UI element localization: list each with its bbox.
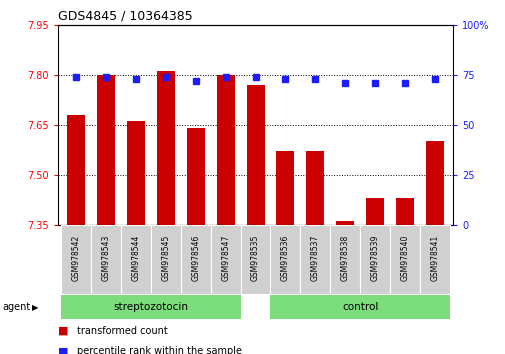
Bar [276,152,294,225]
Bar [419,225,449,294]
Bar [306,152,324,225]
Text: GSM978540: GSM978540 [400,235,409,281]
Bar [61,225,91,294]
Bar [210,225,240,294]
Bar [246,85,264,225]
Text: GSM978541: GSM978541 [430,235,438,281]
Bar [180,225,210,294]
Bar [127,121,144,225]
Bar [186,128,205,225]
Bar [216,75,234,225]
Text: GSM978535: GSM978535 [250,235,260,281]
Text: GSM978543: GSM978543 [102,235,110,281]
Text: GSM978545: GSM978545 [161,235,170,281]
Text: GSM978538: GSM978538 [340,235,349,281]
Text: GSM978547: GSM978547 [221,235,230,281]
Text: GSM978546: GSM978546 [191,235,200,281]
Text: GSM978542: GSM978542 [72,235,80,281]
Bar [157,72,174,225]
Bar [61,295,240,319]
Text: control: control [341,302,378,312]
Text: percentile rank within the sample: percentile rank within the sample [77,346,242,354]
Text: GSM978536: GSM978536 [280,235,289,281]
Bar [360,225,389,294]
Text: streptozotocin: streptozotocin [113,302,188,312]
Bar [330,225,360,294]
Bar [366,198,383,225]
Bar [336,222,354,225]
Bar [300,225,330,294]
Text: GSM978539: GSM978539 [370,235,379,281]
Bar [67,115,85,225]
Text: GSM978537: GSM978537 [310,235,319,281]
Bar [270,295,449,319]
Bar [121,225,150,294]
Bar [425,142,443,225]
Bar [240,225,270,294]
Bar [389,225,419,294]
Bar [97,75,115,225]
Text: GSM978544: GSM978544 [131,235,140,281]
Text: ■: ■ [58,326,69,336]
Bar [270,225,300,294]
Text: ▶: ▶ [32,303,38,312]
Bar [395,198,413,225]
Text: transformed count: transformed count [77,326,168,336]
Text: GDS4845 / 10364385: GDS4845 / 10364385 [58,9,192,22]
Text: agent: agent [3,302,31,312]
Text: ■: ■ [58,346,69,354]
Bar [91,225,121,294]
Bar [150,225,180,294]
